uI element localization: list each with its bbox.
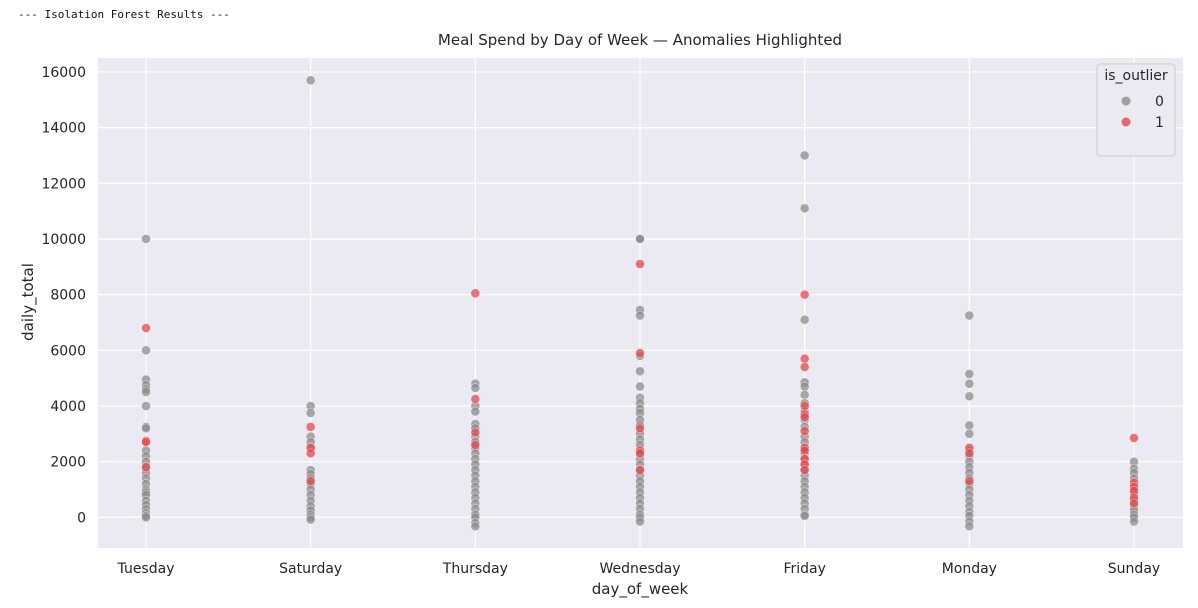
chart-title: Meal Spend by Day of Week — Anomalies Hi… — [438, 31, 842, 49]
legend: is_outlier 0 1 — [1096, 63, 1176, 157]
data-point-outlier-1 — [141, 323, 151, 333]
data-point-outlier-1 — [141, 462, 151, 473]
console-output-header: --- Isolation Forest Results --- — [18, 8, 230, 21]
legend-box — [1096, 63, 1176, 157]
legend-marker — [1121, 96, 1131, 106]
data-point-outlier-0 — [141, 401, 151, 411]
data-point-outlier-1 — [635, 348, 645, 358]
data-point-outlier-0 — [635, 310, 645, 321]
data-point-outlier-0 — [141, 423, 151, 434]
y-tick-label: 16000 — [41, 65, 86, 81]
data-point-outlier-0 — [141, 512, 151, 523]
y-tick-label: 14000 — [41, 121, 86, 137]
data-point-outlier-1 — [635, 259, 645, 269]
data-point-outlier-1 — [305, 448, 316, 459]
data-point-outlier-1 — [470, 440, 481, 450]
y-tick-label: 4000 — [50, 399, 86, 415]
legend-label: 1 — [1155, 115, 1164, 131]
data-point-outlier-0 — [964, 310, 975, 321]
data-point-outlier-0 — [305, 75, 316, 86]
data-point-outlier-0 — [470, 406, 481, 417]
data-point-outlier-0 — [635, 381, 645, 392]
data-point-outlier-0 — [964, 420, 975, 431]
data-point-outlier-0 — [635, 366, 645, 377]
data-point-outlier-0 — [635, 516, 645, 527]
data-point-outlier-1 — [141, 437, 151, 448]
data-point-outlier-1 — [799, 289, 810, 300]
y-tick-label: 6000 — [50, 343, 86, 359]
y-axis-title: daily_total — [19, 263, 38, 341]
data-point-outlier-1 — [964, 476, 975, 486]
data-point-outlier-0 — [470, 521, 481, 532]
data-point-outlier-0 — [964, 378, 975, 389]
data-point-outlier-1 — [799, 426, 810, 436]
data-point-outlier-0 — [964, 521, 975, 532]
data-point-outlier-1 — [1129, 498, 1139, 509]
y-tick-label: 12000 — [41, 176, 86, 192]
data-point-outlier-0 — [305, 514, 316, 525]
x-tick-label: Saturday — [279, 561, 342, 577]
data-point-outlier-0 — [799, 314, 810, 325]
data-point-outlier-0 — [635, 234, 645, 244]
data-point-outlier-0 — [305, 408, 316, 418]
data-point-outlier-1 — [799, 401, 810, 411]
x-tick-label: Friday — [783, 561, 825, 577]
y-tick-label: 10000 — [41, 232, 86, 248]
x-tick-label: Tuesday — [117, 561, 175, 577]
data-point-outlier-1 — [799, 445, 810, 456]
data-point-outlier-1 — [799, 362, 810, 372]
scatter-chart: Meal Spend by Day of Week — Anomalies Hi… — [19, 31, 1183, 599]
data-point-outlier-1 — [799, 412, 810, 422]
data-point-outlier-0 — [1129, 516, 1139, 527]
x-axis-title: day_of_week — [592, 580, 689, 599]
data-point-outlier-0 — [799, 203, 810, 214]
data-point-outlier-1 — [635, 423, 645, 434]
data-point-outlier-1 — [470, 394, 481, 404]
data-point-outlier-1 — [964, 448, 975, 459]
data-point-outlier-1 — [635, 465, 645, 475]
data-point-outlier-0 — [964, 369, 975, 379]
data-point-outlier-1 — [635, 448, 645, 459]
data-point-outlier-1 — [799, 465, 810, 475]
data-point-outlier-1 — [305, 422, 316, 432]
data-points — [141, 75, 1139, 532]
data-point-outlier-0 — [799, 390, 810, 400]
data-point-outlier-0 — [964, 391, 975, 402]
data-point-outlier-0 — [470, 383, 481, 393]
data-point-outlier-0 — [141, 387, 151, 397]
data-point-outlier-1 — [1129, 433, 1139, 443]
y-tick-label: 2000 — [50, 455, 86, 471]
data-point-outlier-0 — [799, 381, 810, 392]
x-tick-label: Monday — [942, 561, 997, 577]
y-axis-ticks: 0 2000 4000 6000 8000 10000 12000 14000 16000 — [41, 65, 86, 526]
y-tick-label: 0 — [77, 510, 86, 526]
data-point-outlier-1 — [305, 476, 316, 486]
legend-title: is_outlier — [1104, 68, 1168, 84]
data-point-outlier-0 — [799, 511, 810, 521]
x-axis-ticks: Tuesday Saturday Thursday Wednesday Friday Mo… — [117, 561, 1161, 577]
data-point-outlier-0 — [964, 429, 975, 439]
data-point-outlier-0 — [141, 345, 151, 356]
x-tick-label: Sunday — [1108, 561, 1160, 577]
legend-label: 0 — [1155, 94, 1164, 110]
legend-marker — [1121, 117, 1131, 127]
y-tick-label: 8000 — [50, 288, 86, 304]
x-tick-label: Wednesday — [599, 561, 680, 577]
x-tick-label: Thursday — [442, 561, 508, 577]
data-point-outlier-1 — [470, 288, 481, 299]
data-point-outlier-1 — [799, 353, 810, 364]
data-point-outlier-0 — [799, 150, 810, 161]
data-point-outlier-1 — [470, 427, 481, 438]
data-point-outlier-0 — [141, 234, 151, 244]
